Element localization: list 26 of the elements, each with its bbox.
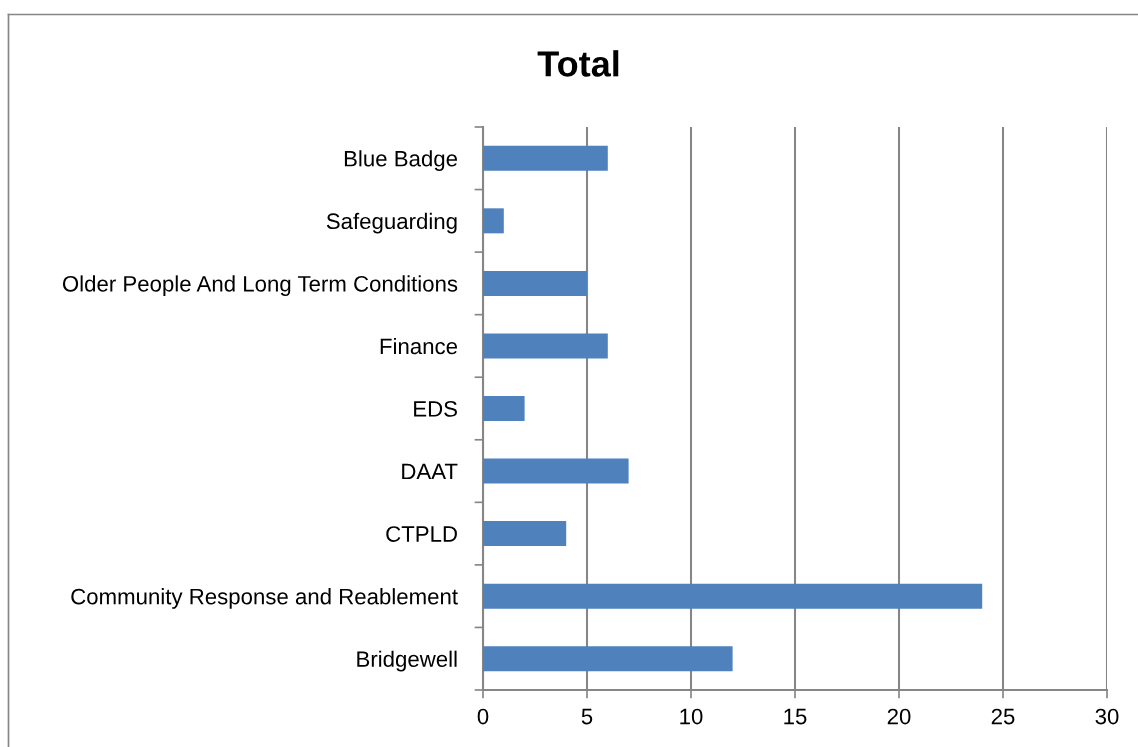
bar [483, 458, 629, 484]
bar [483, 270, 587, 296]
bar [483, 521, 567, 547]
y-tick-label: Older People And Long Term Conditions [62, 275, 458, 297]
x-tick-label: 0 [477, 708, 489, 725]
bar [483, 646, 733, 672]
x-tick-label: 20 [887, 708, 911, 725]
bar [483, 333, 608, 359]
bar [483, 583, 983, 609]
x-tick-label: 25 [991, 708, 1015, 725]
chart-title: Total [537, 50, 619, 77]
x-tick-label: 5 [581, 708, 593, 725]
y-tick-label: Bridgewell [357, 650, 457, 672]
y-tick-label: Finance [380, 337, 458, 355]
y-tick-label: CTPLD [386, 526, 457, 542]
bar [483, 145, 608, 171]
bar [483, 208, 504, 234]
y-tick-label: EDS [414, 401, 457, 417]
y-tick-label: Blue Badge [344, 150, 458, 171]
y-tick-label: DAAT [402, 463, 458, 480]
x-tick-label: 30 [1095, 708, 1119, 725]
x-tick-label: 10 [680, 708, 703, 725]
bar [483, 395, 525, 422]
x-tick-label: 15 [784, 708, 807, 725]
y-tick-label: Safeguarding [326, 212, 457, 234]
y-tick-label: Community Response and Reablement [71, 588, 458, 609]
